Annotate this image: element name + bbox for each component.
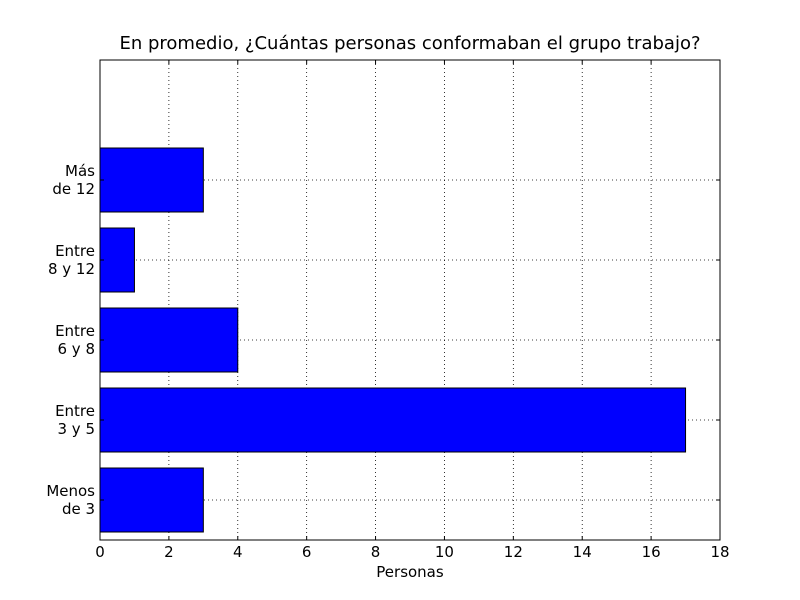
x-tick-label: 12 <box>504 543 523 561</box>
bars <box>99 147 687 533</box>
x-tick-label: 8 <box>371 543 381 561</box>
y-tick-label: Entre <box>55 242 95 260</box>
y-tick-label: 8 y 12 <box>48 260 95 278</box>
y-tick-label: Entre <box>55 322 95 340</box>
bar <box>99 467 204 533</box>
y-tick-label: de 12 <box>52 180 95 198</box>
x-axis-label: Personas <box>376 563 444 581</box>
bar <box>99 227 135 293</box>
x-tick-label: 18 <box>710 543 729 561</box>
x-tick-label: 0 <box>95 543 105 561</box>
x-tick-label: 10 <box>435 543 454 561</box>
x-tick-label: 6 <box>302 543 312 561</box>
x-tick-labels: 0 2 4 6 8 10 12 14 16 18 <box>95 543 729 561</box>
y-tick-label: Más <box>65 162 95 180</box>
y-tick-label: de 3 <box>62 500 95 518</box>
bar <box>99 307 239 373</box>
y-tick-label: Entre <box>55 402 95 420</box>
bar <box>99 147 204 213</box>
y-tick-label: Menos <box>46 482 95 500</box>
x-tick-label: 14 <box>573 543 592 561</box>
chart-title: En promedio, ¿Cuántas personas conformab… <box>119 33 700 54</box>
y-tick-label: 3 y 5 <box>58 420 96 438</box>
y-tick-label: 6 y 8 <box>58 340 96 358</box>
x-tick-label: 2 <box>164 543 174 561</box>
x-tick-label: 16 <box>642 543 661 561</box>
bar <box>99 387 687 453</box>
plot-area-frame <box>99 59 721 541</box>
x-tick-label: 4 <box>233 543 243 561</box>
axis-ticks <box>99 60 721 540</box>
